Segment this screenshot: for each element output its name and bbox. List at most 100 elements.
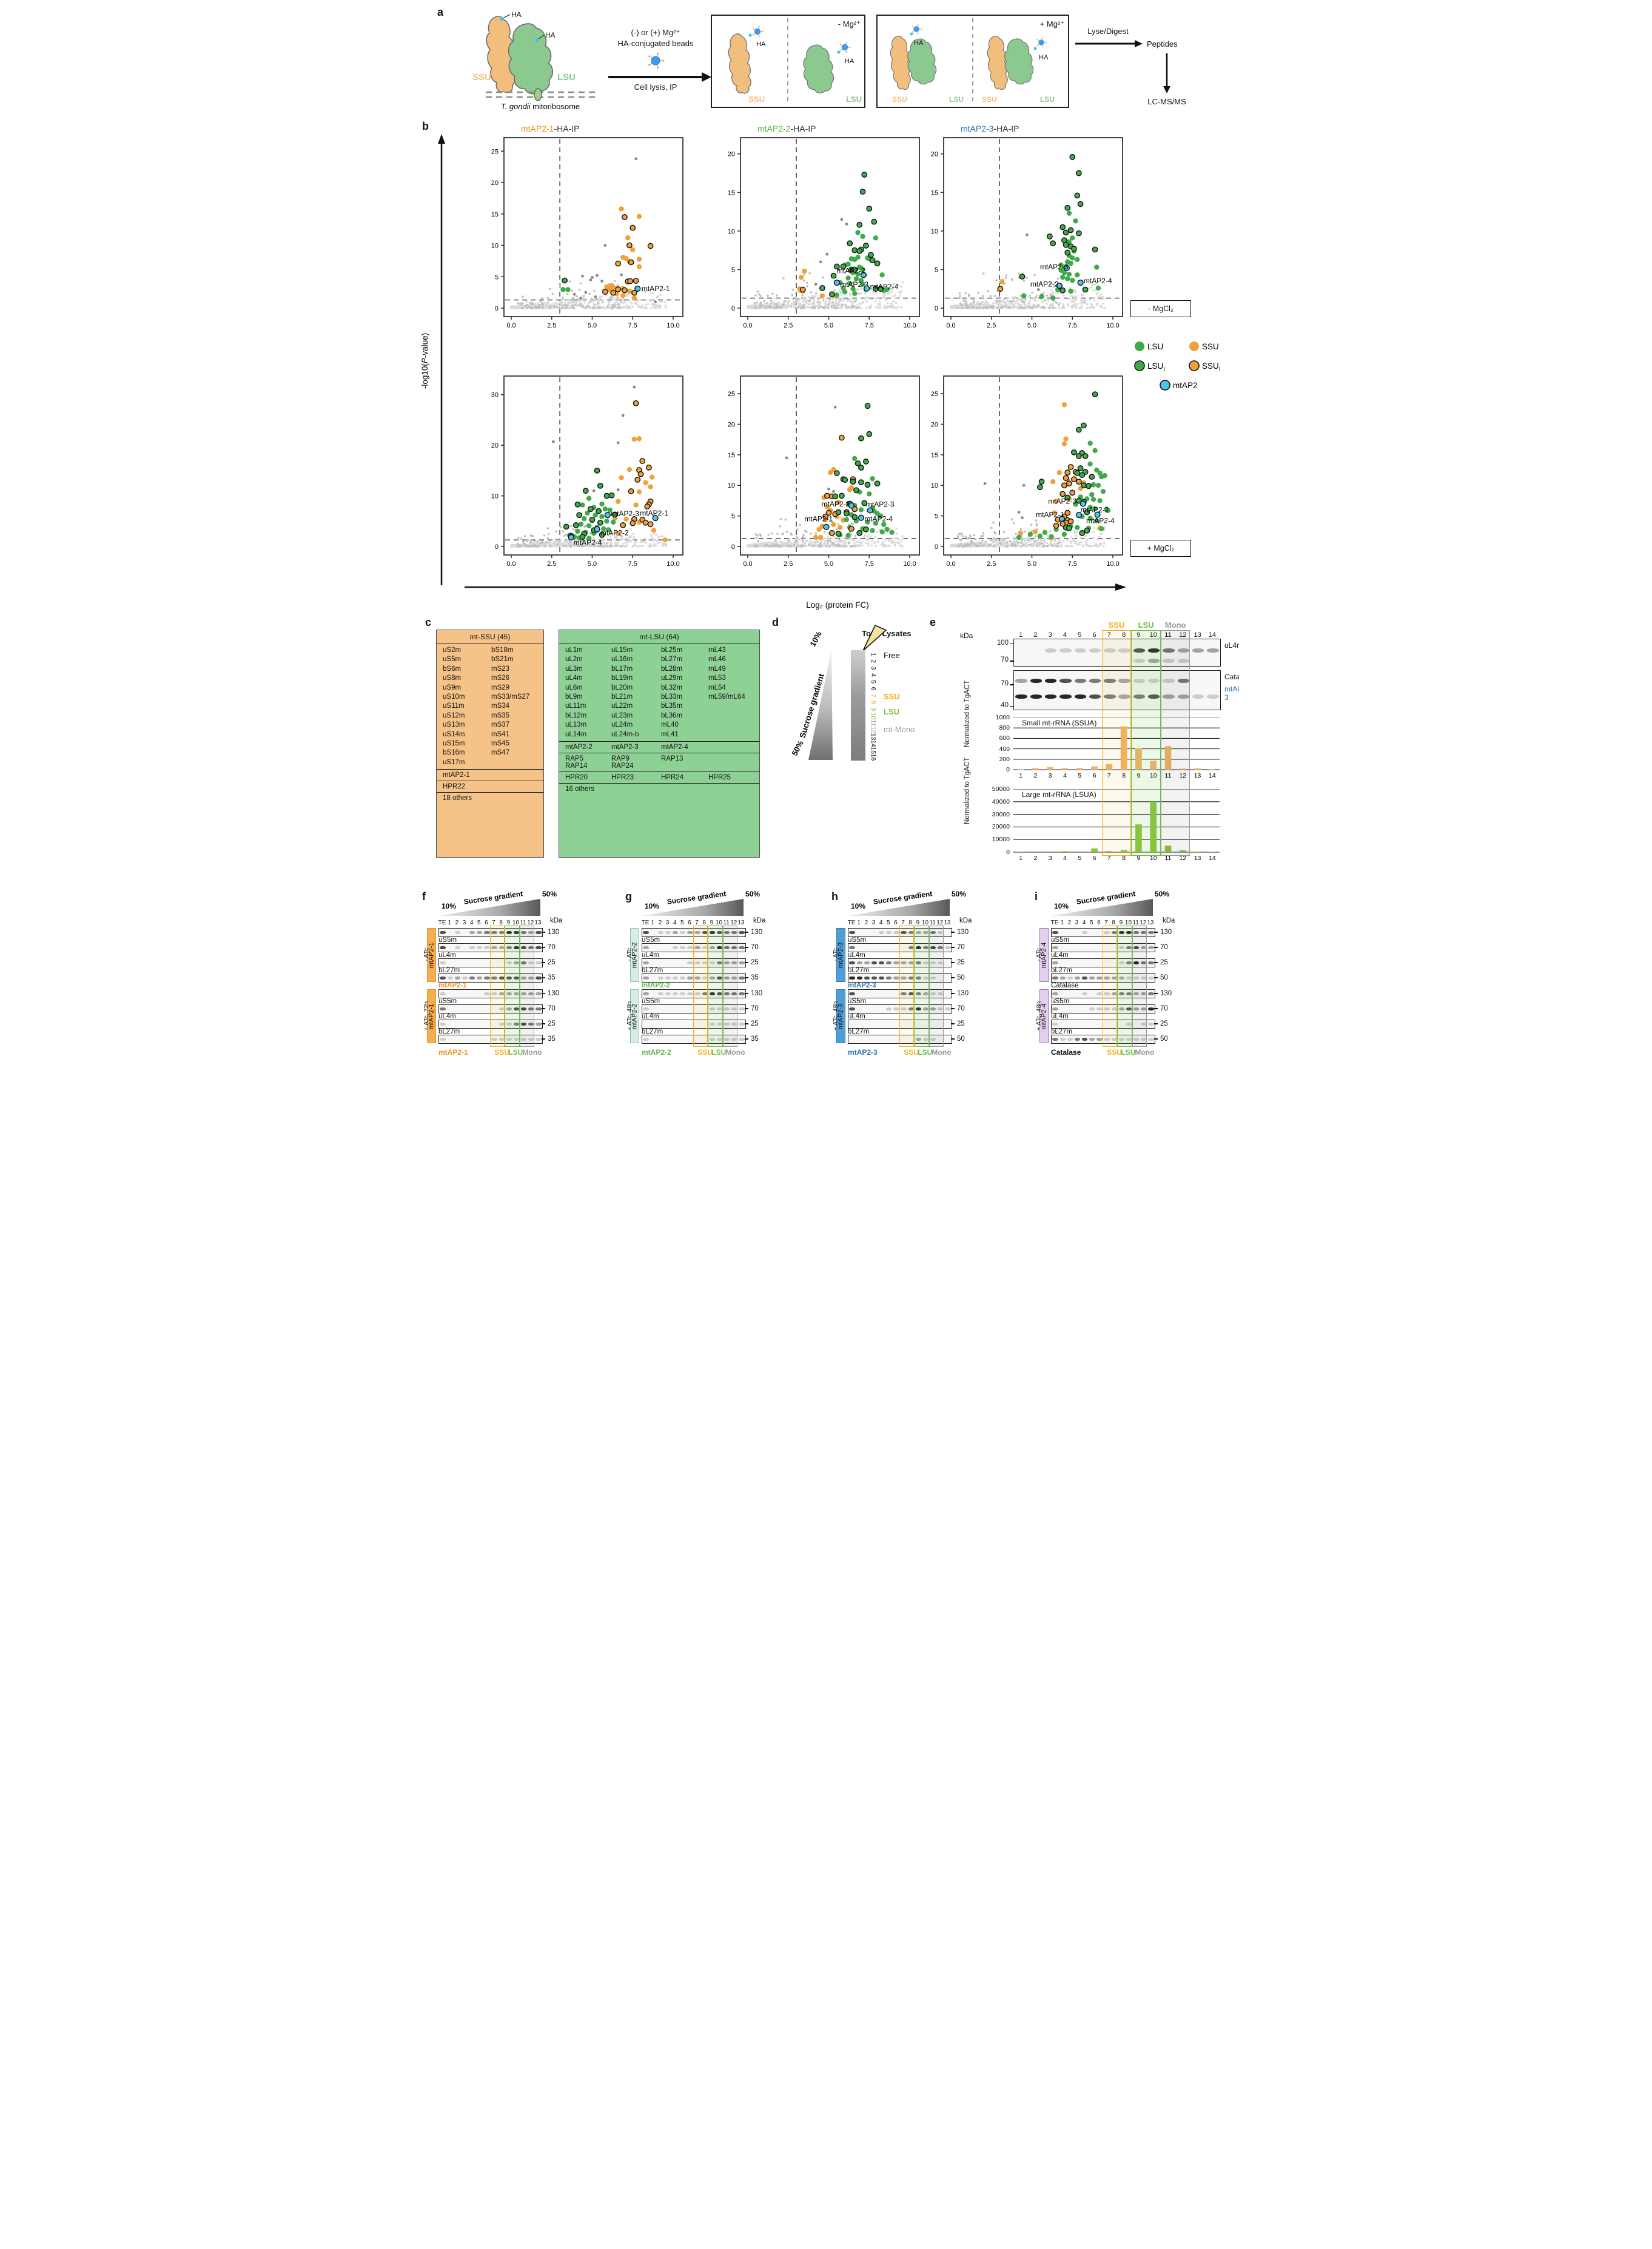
protein-band <box>731 946 737 949</box>
kda-tick <box>1010 661 1013 662</box>
blot-name-bL27m: bL27m <box>1051 1028 1073 1035</box>
protein-name: uS17m <box>443 758 465 766</box>
protein-band <box>1148 976 1154 980</box>
kda-tick <box>951 1038 955 1040</box>
protein-band <box>506 992 512 995</box>
point-label-mtAP2-2: mtAP2-2 <box>1081 506 1109 514</box>
y-tick: 25 <box>491 148 499 155</box>
protein-name: uL15m <box>611 647 633 654</box>
sidebar--ATc: mtAP2-3 <box>836 928 845 982</box>
kda-mark-100: 100 <box>996 639 1009 647</box>
bar-lane-9 <box>1135 748 1142 770</box>
bar-ytick-800: 800 <box>999 724 1010 732</box>
protein-name: bS6m <box>443 665 462 673</box>
lane-number-12: 12 <box>1179 631 1187 639</box>
bar-chart-lsua: 1 2 3 4 5 6 7 8 9 10 11 12 13 14 <box>1013 788 1220 862</box>
kda-50: 50 <box>1160 1035 1168 1043</box>
lane-7: 7 <box>1104 919 1108 926</box>
fraction-number-2: 2 <box>870 659 877 663</box>
zone-box-Mono <box>928 926 944 1047</box>
panel-f-letter: f <box>422 890 426 903</box>
protein-band <box>643 961 649 964</box>
protein-band <box>521 946 527 949</box>
lane-4: 4 <box>673 919 677 926</box>
protein-name: uL23m <box>611 711 633 719</box>
protein-band <box>731 930 737 934</box>
lsu-interface-points <box>819 172 884 298</box>
protein-band <box>922 1037 929 1041</box>
fraction-zone-label-SSU: SSU <box>884 692 900 701</box>
protein-band <box>930 961 936 964</box>
mtap2-point-mtAP2-1 <box>1058 516 1065 522</box>
condition-box-minus-mgcl2: - MgCl₂ <box>1130 300 1191 317</box>
protein-band <box>1089 694 1101 699</box>
protein-band <box>1104 1037 1110 1041</box>
protein-band <box>1133 1037 1140 1041</box>
ssu-subunit-shape <box>890 35 911 90</box>
protein-band <box>657 976 663 980</box>
protein-band <box>1089 679 1101 684</box>
protein-band <box>1089 648 1101 653</box>
lane-number-13: 13 <box>1194 631 1201 639</box>
panel-i-letter: i <box>1035 890 1038 903</box>
kda-tick <box>542 1008 545 1009</box>
zone-box-SSU <box>1103 926 1118 1047</box>
bead-icon <box>912 24 922 35</box>
protein-band <box>864 976 870 980</box>
sidebar-ATc48h: mtAP2-3 <box>836 989 845 1043</box>
protein-band <box>849 961 855 964</box>
protein-band <box>879 976 885 980</box>
y-tick: 0 <box>731 543 735 551</box>
x-tick: 0.0 <box>506 560 515 568</box>
protein-band <box>1148 1007 1154 1010</box>
protein-band <box>1082 930 1088 934</box>
protein-band <box>1096 1007 1103 1010</box>
protein-name: bL35m <box>661 702 683 710</box>
protein-band <box>1126 930 1132 934</box>
kda-35: 35 <box>751 1035 759 1043</box>
protein-band <box>499 946 505 949</box>
protein-band <box>716 961 723 964</box>
protein-band <box>856 961 862 964</box>
protein-name: bS16m <box>443 749 465 757</box>
kda-header: kDa <box>960 631 973 640</box>
protein-band <box>477 930 483 934</box>
protein-band <box>908 976 914 980</box>
protein-name: mS45 <box>491 740 510 748</box>
protein-name: mS41 <box>491 730 510 738</box>
kda-70: 70 <box>957 1005 965 1012</box>
protein-band <box>643 1037 649 1041</box>
ssu-label: SSU <box>892 95 907 104</box>
x-tick: 10.0 <box>1106 560 1119 568</box>
kda-70: 70 <box>1160 1005 1168 1012</box>
protein-band <box>938 930 944 934</box>
protein-band <box>1148 1037 1154 1041</box>
y-tick: 5 <box>935 513 938 520</box>
ha-tag-label: HA <box>511 10 522 19</box>
mtap2-point-mtAP2-4 <box>858 514 865 521</box>
kda-25: 25 <box>957 1020 965 1027</box>
mtap2-point-mtAP2-2 <box>1075 512 1083 519</box>
enriched-unassigned-points <box>983 482 1026 520</box>
lane-1: 1 <box>857 919 861 926</box>
mtap2-point-mtAP2-3 <box>604 512 611 519</box>
step-condition-label: (-) or (+) Mg²⁺ <box>631 28 680 37</box>
bar-lane-label-9: 9 <box>1137 772 1141 779</box>
kda-tick <box>542 1023 545 1024</box>
bar-lane-label-11: 11 <box>1165 855 1172 862</box>
protein-band <box>499 992 505 995</box>
protein-band <box>893 976 899 980</box>
point-label-mtAP2-3: mtAP2-3 <box>840 280 868 289</box>
y-tick: 5 <box>935 266 938 274</box>
pct-50-label: 50% <box>542 890 557 898</box>
protein-band <box>528 992 534 995</box>
x-tick: 0.0 <box>946 322 955 329</box>
protein-band <box>930 976 936 980</box>
kda-tick <box>1154 1008 1158 1009</box>
protein-band <box>1052 1007 1058 1010</box>
bottom-label-mtAP2-2: mtAP2-2 <box>642 1048 671 1057</box>
blot-name-uL4m: uL4m <box>848 952 865 959</box>
protein-band <box>484 946 490 949</box>
protein-band <box>849 976 855 980</box>
protein-band <box>665 976 671 980</box>
